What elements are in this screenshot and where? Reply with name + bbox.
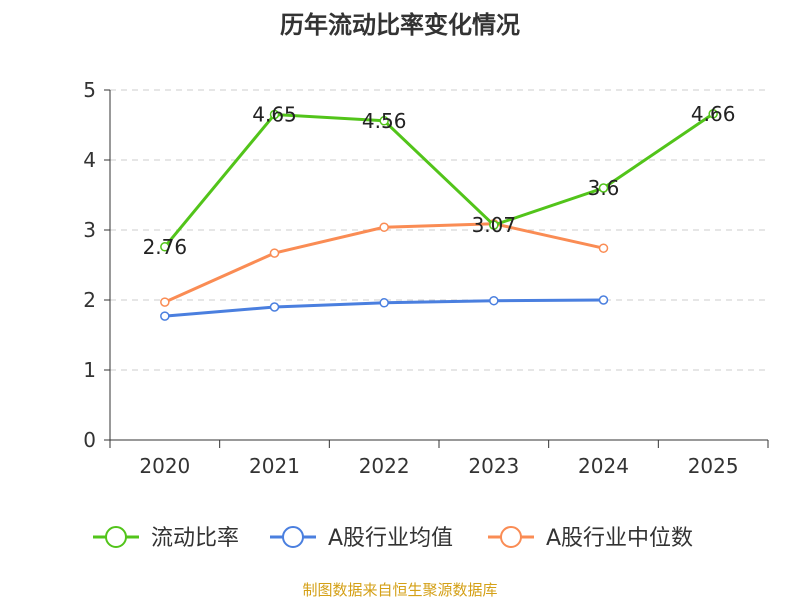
legend-item[interactable]: A股行业中位数 [488,526,693,551]
series-line [163,112,715,248]
legend-item[interactable]: A股行业均值 [270,526,453,551]
y-tick-label: 2 [83,288,96,312]
series-1 [160,295,609,321]
data-point[interactable] [489,295,499,306]
legend-marker [105,526,127,548]
series-2 [160,218,609,307]
data-label: 4.65 [252,103,297,127]
series-line [164,222,604,304]
data-label: 3.07 [472,213,517,237]
data-point[interactable] [269,109,280,120]
data-point[interactable] [379,116,389,126]
data-label: 3.6 [588,176,620,200]
data-point[interactable] [269,248,280,258]
legend-item[interactable]: 流动比率 [93,526,239,551]
data-point[interactable] [598,183,609,193]
data-point[interactable] [160,242,170,252]
x-tick-label: 2021 [249,454,300,478]
series-0: 2.76 4.65 4.56 3.07 3.6 4.66 [143,102,736,259]
data-point[interactable] [269,302,280,312]
data-point[interactable] [379,222,389,232]
data-label: 2.76 [143,235,188,259]
y-tick-label: 4 [83,148,96,172]
y-tick-label: 3 [83,218,96,242]
chart-title: 历年流动比率变化情况 [280,11,520,39]
data-point[interactable] [489,220,499,230]
x-tick-label: 2023 [468,454,519,478]
y-tick-label: 5 [83,78,96,102]
data-point[interactable] [160,311,170,321]
legend-label: A股行业中位数 [546,526,693,551]
x-tick-label: 2020 [139,454,190,478]
x-tick-label: 2022 [359,454,410,478]
y-tick-label: 0 [83,428,96,452]
data-point[interactable] [708,109,718,119]
data-label: 4.66 [691,102,736,126]
legend-marker [500,526,522,548]
legend-label: A股行业均值 [328,526,453,551]
legend-label: 流动比率 [151,526,239,551]
x-tick-label: 2025 [688,454,739,478]
data-point[interactable] [379,298,389,308]
y-tick-label: 1 [83,358,96,382]
source-note: 制图数据来自恒生聚源数据库 [302,581,497,599]
data-point[interactable] [160,297,170,307]
x-tick-label: 2024 [578,454,629,478]
legend-marker [282,526,304,548]
data-point[interactable] [598,295,609,305]
data-label: 4.56 [362,109,407,133]
data-point[interactable] [598,243,609,253]
